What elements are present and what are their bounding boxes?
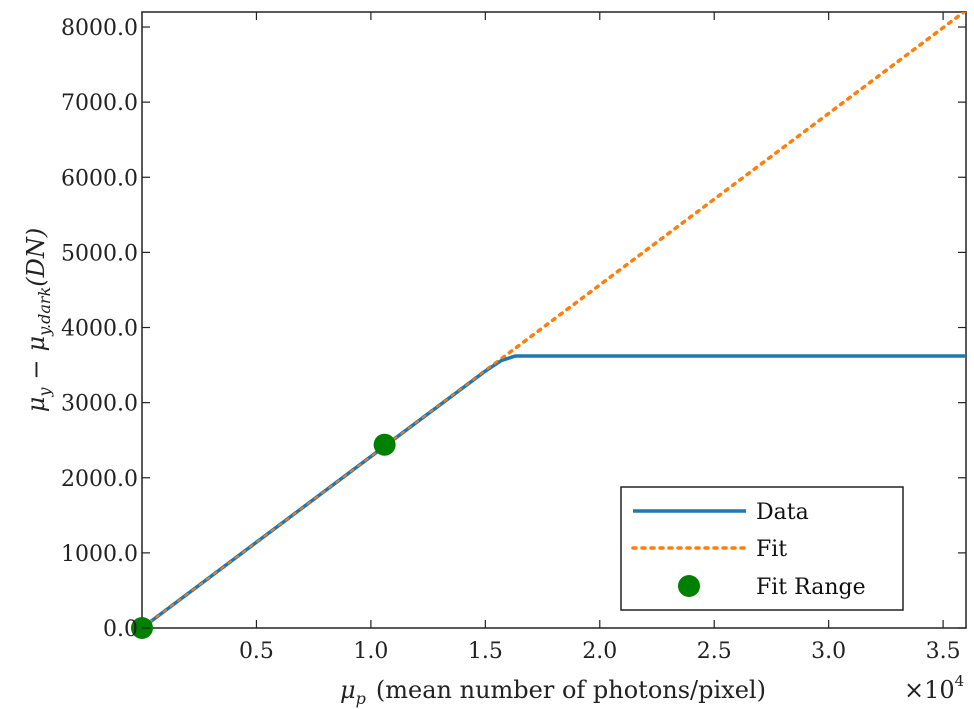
legend: Data Fit Fit Range <box>620 486 904 611</box>
y-tick-label: 7000.0 <box>61 91 138 116</box>
plot-frame <box>141 11 967 629</box>
legend-swatch-fit-range <box>678 575 700 597</box>
legend-label-fit: Fit <box>756 537 787 562</box>
x-tick-label: 1.5 <box>468 639 503 664</box>
plot-area <box>141 11 967 629</box>
fit-range-point <box>373 433 396 456</box>
y-tick-label: 6000.0 <box>61 166 138 191</box>
x-tick-label: 0.5 <box>239 639 274 664</box>
x-tick-label: 1.0 <box>353 639 388 664</box>
x-axis-label: μp (mean number of photons/pixel) <box>340 676 766 708</box>
y-axis-label: μy−μy.dark(DN) <box>22 228 54 412</box>
y-tick-label: 0.0 <box>103 617 138 642</box>
x-axis-multiplier: ×104 <box>904 672 964 704</box>
y-axis-ticks: 0.0 1000.0 2000.0 3000.0 4000.0 5000.0 6000.0 7… <box>61 16 966 642</box>
x-tick-label: 2.5 <box>697 639 732 664</box>
x-tick-label: 2.0 <box>582 639 617 664</box>
y-tick-label: 8000.0 <box>61 16 138 41</box>
y-tick-label: 1000.0 <box>61 542 138 567</box>
series-line-fit-overlay <box>142 12 966 628</box>
y-tick-label: 2000.0 <box>61 467 138 492</box>
x-axis-ticks: 0.5 1.0 1.5 2.0 2.5 3.0 3.5 <box>239 12 961 664</box>
y-tick-label: 5000.0 <box>61 241 138 266</box>
legend-label-data: Data <box>756 500 809 525</box>
y-tick-label: 4000.0 <box>61 317 138 342</box>
legend-label-fit-range: Fit Range <box>756 575 866 600</box>
x-tick-label: 3.5 <box>926 639 961 664</box>
y-tick-label: 3000.0 <box>61 392 138 417</box>
series-layer <box>131 12 966 639</box>
x-tick-label: 3.0 <box>811 639 846 664</box>
